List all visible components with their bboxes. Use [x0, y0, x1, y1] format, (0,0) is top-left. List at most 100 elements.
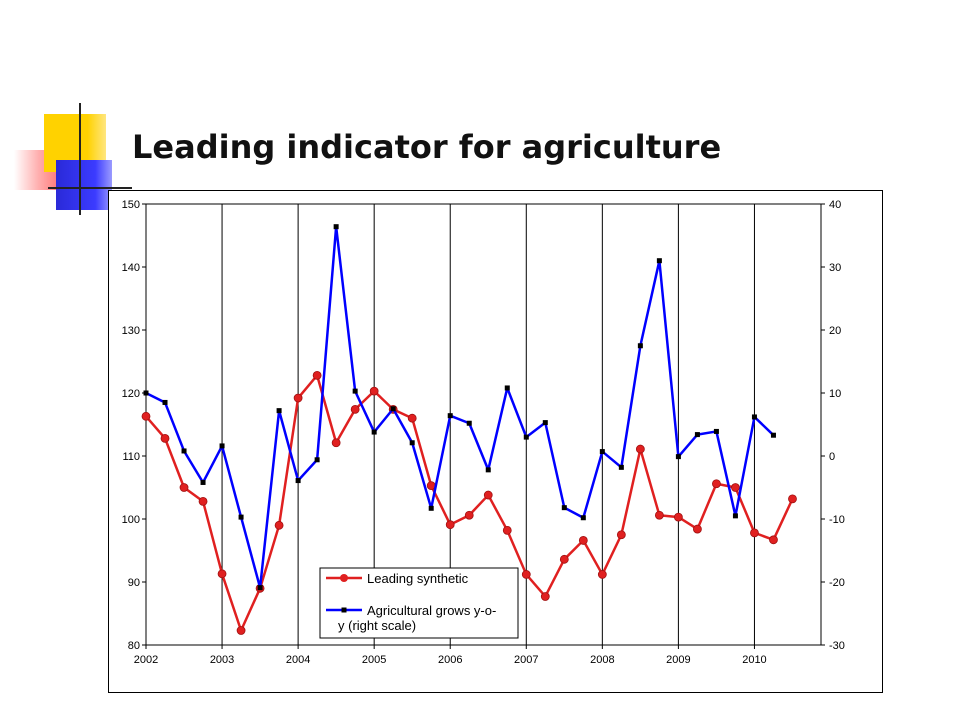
data-point-leading-synthetic [521, 570, 531, 579]
data-point-agricultural-growth [257, 585, 263, 591]
data-point-agricultural-growth [276, 408, 282, 414]
data-point-leading-synthetic [274, 520, 284, 530]
data-point-leading-synthetic [293, 393, 303, 403]
data-point-leading-synthetic [693, 524, 702, 534]
data-point-agricultural-growth [181, 448, 187, 454]
series-line-agricultural-growth [145, 225, 775, 589]
decorative-horizontal-line [48, 187, 132, 189]
y-left-tick-label: 150 [122, 199, 140, 211]
slide-title: Leading indicator for agriculture [132, 128, 722, 166]
x-tick-label: 2007 [514, 654, 538, 666]
data-point-agricultural-growth [447, 413, 453, 419]
data-point-leading-synthetic [559, 554, 569, 564]
data-point-agricultural-growth [504, 385, 510, 391]
data-point-leading-synthetic [731, 483, 740, 492]
y-right-tick-label: 0 [829, 451, 835, 463]
data-point-leading-synthetic [483, 490, 493, 500]
data-point-agricultural-growth [485, 467, 491, 473]
data-point-leading-synthetic [141, 411, 151, 421]
y-left-tick-label: 90 [128, 577, 140, 589]
data-point-leading-synthetic [350, 404, 360, 414]
y-right-tick-label: 30 [829, 262, 841, 274]
data-point-leading-synthetic [712, 479, 721, 489]
data-point-leading-synthetic [578, 536, 588, 545]
legend-marker-leading-synthetic [340, 574, 348, 582]
line-chart: 2002 2003 2004 2005 2006 2007 2008 2009 20101501… [122, 199, 845, 666]
y-right-tick-label: -10 [829, 514, 845, 526]
y-left-tick-label: 100 [122, 514, 140, 526]
data-point-agricultural-growth [390, 406, 396, 412]
data-point-leading-synthetic [464, 510, 474, 520]
data-point-leading-synthetic [198, 496, 208, 506]
data-point-agricultural-growth [751, 414, 757, 420]
y-right-tick-label: 40 [829, 199, 841, 211]
data-point-leading-synthetic [312, 370, 322, 380]
data-point-agricultural-growth [656, 258, 662, 264]
y-left-tick-label: 130 [122, 325, 140, 337]
x-tick-label: 2005 [362, 654, 386, 666]
y-right-tick-label: -20 [829, 577, 845, 589]
data-point-leading-synthetic [407, 413, 417, 423]
data-point-leading-synthetic [654, 510, 664, 520]
y-left-tick-label: 80 [128, 640, 140, 652]
data-point-leading-synthetic [369, 386, 379, 396]
data-point-agricultural-growth [371, 429, 377, 435]
data-point-agricultural-growth [333, 224, 339, 230]
data-point-leading-synthetic [769, 535, 778, 545]
data-point-leading-synthetic [673, 512, 683, 522]
data-point-leading-synthetic [236, 626, 246, 635]
y-left-tick-label: 120 [122, 388, 140, 400]
data-point-agricultural-growth [713, 428, 719, 434]
data-point-agricultural-growth [580, 515, 586, 521]
data-point-agricultural-growth [428, 505, 434, 511]
data-point-agricultural-growth [770, 432, 776, 438]
data-point-leading-synthetic [160, 433, 170, 443]
x-tick-label: 2003 [210, 654, 234, 666]
x-tick-label: 2010 [742, 654, 766, 666]
data-point-leading-synthetic [788, 494, 797, 504]
data-point-agricultural-growth [637, 343, 643, 349]
decorative-blue-block [56, 160, 112, 210]
x-tick-label: 2009 [666, 654, 690, 666]
data-point-leading-synthetic [445, 520, 455, 530]
legend-box [319, 567, 519, 639]
decorative-vertical-line [79, 103, 81, 215]
x-tick-label: 2008 [590, 654, 614, 666]
data-point-agricultural-growth [143, 390, 149, 396]
y-left-tick-label: 140 [122, 262, 140, 274]
legend-label-leading-synthetic: Leading synthetic [367, 571, 469, 586]
data-point-leading-synthetic [502, 525, 512, 535]
data-point-leading-synthetic [616, 530, 626, 540]
y-left-tick-label: 110 [122, 451, 140, 463]
data-point-agricultural-growth [409, 440, 415, 446]
data-point-agricultural-growth [466, 420, 472, 426]
data-point-leading-synthetic [426, 481, 436, 491]
data-point-agricultural-growth [561, 505, 567, 511]
x-tick-label: 2006 [438, 654, 462, 666]
data-point-leading-synthetic [331, 438, 341, 448]
data-point-agricultural-growth [352, 388, 358, 394]
data-point-agricultural-growth [238, 514, 244, 520]
data-point-leading-synthetic [179, 483, 189, 492]
plot-area [145, 203, 822, 646]
data-point-leading-synthetic [597, 570, 607, 579]
data-point-agricultural-growth [314, 457, 320, 463]
data-point-agricultural-growth [219, 443, 225, 449]
legend-label-agricultural-growth: Agricultural grows y-o-y (right scale) [338, 603, 496, 633]
data-point-leading-synthetic [750, 528, 759, 538]
data-point-agricultural-growth [523, 434, 529, 440]
y-right-tick-label: -30 [829, 640, 845, 652]
data-point-agricultural-growth [295, 478, 301, 484]
data-point-leading-synthetic [635, 444, 645, 454]
data-point-leading-synthetic [217, 569, 227, 579]
data-point-agricultural-growth [162, 399, 168, 405]
data-point-agricultural-growth [694, 432, 700, 438]
data-point-leading-synthetic [540, 592, 550, 601]
data-point-agricultural-growth [618, 464, 624, 470]
data-point-agricultural-growth [542, 420, 548, 426]
data-point-agricultural-growth [675, 454, 681, 460]
x-tick-label: 2004 [286, 654, 310, 666]
y-right-tick-label: 20 [829, 325, 841, 337]
chart-frame: 2002 2003 2004 2005 2006 2007 2008 2009 2010 150 1… [108, 190, 883, 693]
data-point-agricultural-growth [732, 513, 738, 519]
